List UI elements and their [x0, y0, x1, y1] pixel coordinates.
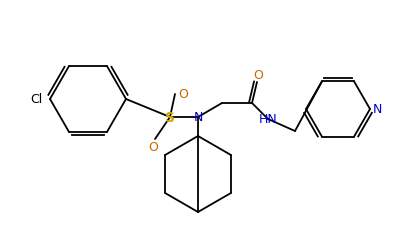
Text: S: S [164, 110, 174, 125]
Text: Cl: Cl [30, 93, 43, 106]
Text: O: O [253, 69, 262, 82]
Text: O: O [178, 88, 188, 101]
Text: N: N [371, 103, 381, 116]
Text: HN: HN [258, 113, 277, 126]
Text: N: N [193, 111, 202, 124]
Text: O: O [148, 141, 158, 154]
